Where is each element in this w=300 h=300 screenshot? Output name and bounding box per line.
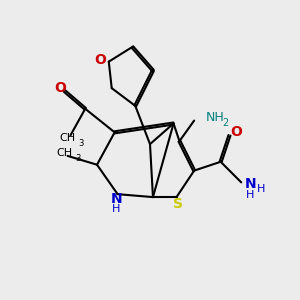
Text: N: N: [110, 193, 122, 206]
Text: H: H: [257, 184, 266, 194]
Text: O: O: [230, 125, 242, 139]
Text: CH: CH: [59, 133, 76, 143]
Text: O: O: [54, 81, 66, 95]
Text: 3: 3: [78, 139, 83, 148]
Text: O: O: [94, 53, 106, 67]
Text: H: H: [112, 205, 120, 214]
Text: N: N: [244, 177, 256, 191]
Text: CH: CH: [56, 148, 73, 158]
Text: 2: 2: [223, 118, 229, 128]
Text: H: H: [246, 190, 254, 200]
Text: S: S: [173, 196, 183, 211]
Text: NH: NH: [206, 110, 225, 124]
Text: 3: 3: [75, 154, 80, 163]
